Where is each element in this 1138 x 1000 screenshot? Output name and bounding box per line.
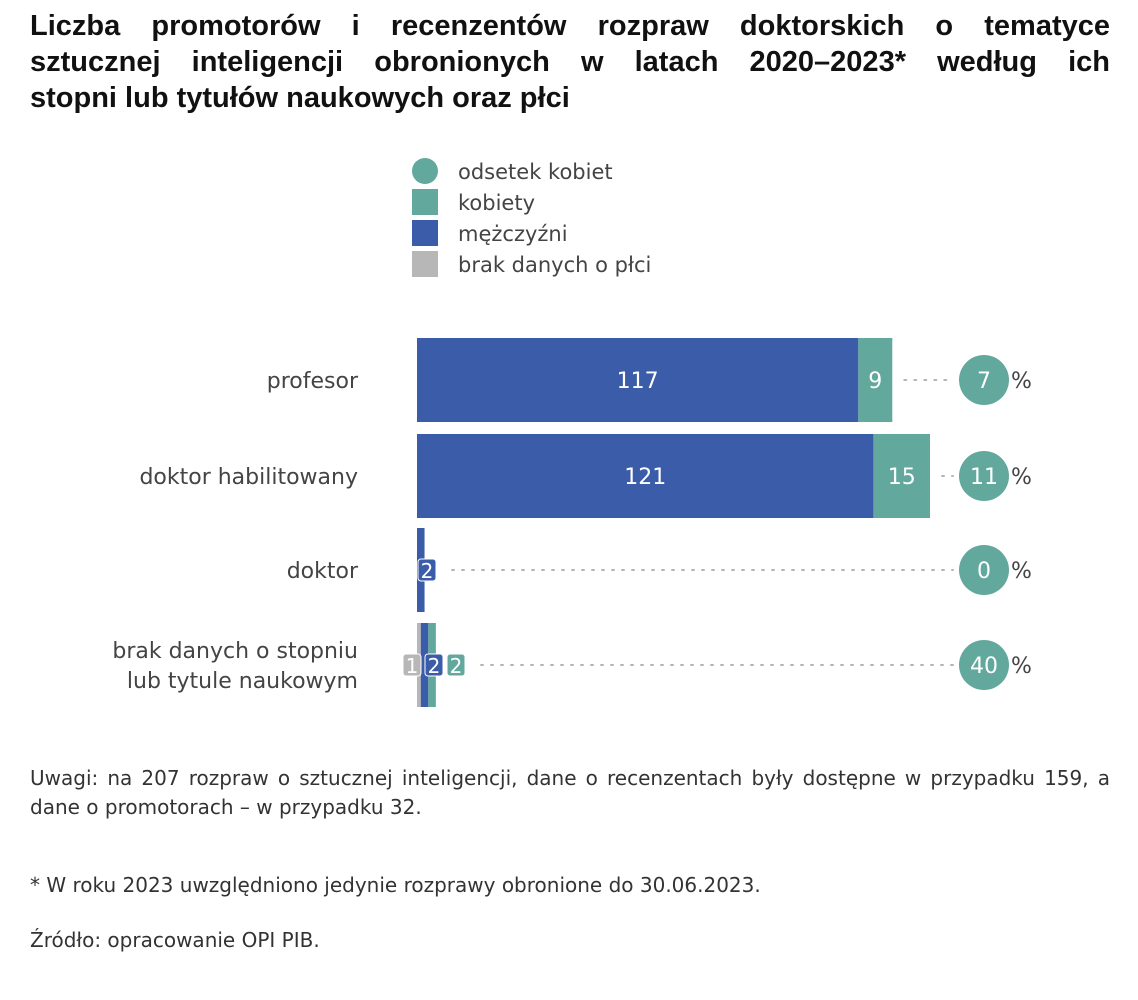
chart-notes: Uwagi: na 207 rozpraw o sztucznej inteli… (30, 766, 1110, 819)
legend-marker-1 (412, 189, 438, 215)
percent-value-2: 0 (977, 559, 991, 584)
title-line-2: sztucznej inteligencji obronionych w lat… (30, 46, 1110, 78)
bar-value-men-2: 2 (421, 559, 434, 583)
category-label-0-0: profesor (267, 369, 359, 394)
chart-title: Liczba promotorów i recenzentów rozpraw … (30, 8, 1110, 116)
title-line-3: stopni lub tytułów naukowych oraz płci (30, 82, 570, 114)
legend-marker-2 (412, 220, 438, 246)
percent-sign-3: % (1011, 654, 1032, 679)
legend-label-3: brak danych o płci (458, 253, 651, 277)
legend-label-0: odsetek kobiet (458, 160, 613, 184)
bar-women-1 (873, 434, 930, 518)
bar-men-1 (417, 434, 874, 518)
bar-women-0 (858, 338, 893, 422)
title-line-1: Liczba promotorów i recenzentów rozpraw … (30, 10, 1110, 42)
chart-footnote: * W roku 2023 uwzględniono jedynie rozpr… (30, 873, 761, 897)
percent-circle-1 (959, 451, 1009, 501)
percent-sign-0: % (1011, 369, 1032, 394)
bar-value-women-1: 15 (888, 465, 916, 490)
category-label-1-0: doktor habilitowany (139, 465, 358, 490)
bar-value-nodata-3: 1 (406, 654, 419, 678)
bar-badge-men-3 (424, 653, 444, 677)
bar-badge-nodata-3 (402, 653, 422, 677)
percent-sign-2: % (1011, 559, 1032, 584)
category-label-2-0: doktor (287, 559, 359, 584)
percent-value-3: 40 (970, 654, 998, 679)
legend-label-1: kobiety (458, 191, 535, 215)
percent-circle-3 (959, 640, 1009, 690)
chart-source: Źródło: opracowanie OPI PIB. (30, 928, 320, 952)
category-label-3-1: lub tytule naukowym (127, 669, 358, 694)
percent-circle-2 (959, 545, 1009, 595)
bar-chart: odsetek kobiet kobiety mężczyźni brak danyc… (112, 158, 1032, 707)
category-label-3-0: brak danych o stopniu (112, 639, 358, 664)
percent-value-0: 7 (977, 369, 991, 394)
legend-marker-3 (412, 251, 438, 277)
bar-badge-women-3 (446, 653, 466, 677)
bar-value-men-1: 121 (624, 465, 666, 490)
percent-circle-0 (959, 355, 1009, 405)
legend-marker-0 (412, 158, 438, 184)
bar-value-women-3: 2 (450, 654, 463, 678)
bar-value-women-0: 9 (868, 369, 882, 394)
bar-value-men-3: 2 (428, 654, 441, 678)
percent-value-1: 11 (970, 465, 998, 490)
bar-badge-men-2 (417, 558, 437, 582)
legend-label-2: mężczyźni (458, 222, 568, 246)
bar-men-0 (417, 338, 859, 422)
bar-value-men-0: 117 (617, 369, 659, 394)
percent-sign-1: % (1011, 465, 1032, 490)
